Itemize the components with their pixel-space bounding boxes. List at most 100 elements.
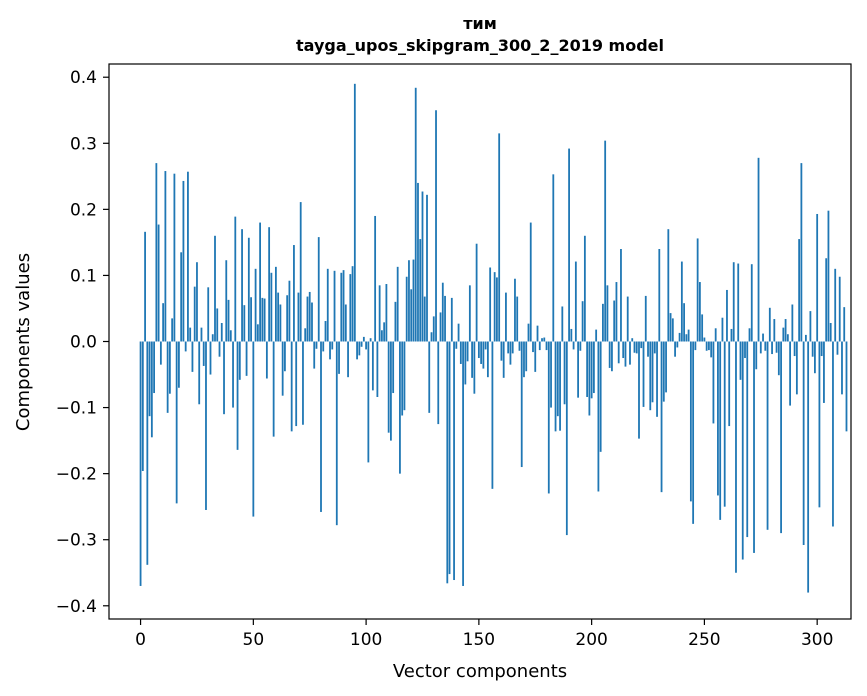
bar-271 bbox=[750, 264, 753, 342]
bar-237 bbox=[674, 341, 676, 357]
bar-65 bbox=[286, 295, 289, 342]
bar-232 bbox=[662, 341, 665, 402]
bar-118 bbox=[405, 276, 408, 342]
bar-183 bbox=[552, 174, 555, 342]
bar-205 bbox=[602, 303, 604, 342]
bar-149 bbox=[475, 243, 478, 342]
bar-124 bbox=[419, 239, 422, 342]
bar-148 bbox=[473, 341, 476, 394]
bar-177 bbox=[538, 341, 541, 351]
x-tick-label-300: 300 bbox=[801, 630, 833, 650]
bar-19 bbox=[182, 180, 185, 342]
bar-13 bbox=[168, 341, 171, 394]
bar-250 bbox=[703, 337, 706, 342]
bar-133 bbox=[439, 312, 442, 342]
bar-20 bbox=[184, 341, 187, 352]
bar-212 bbox=[617, 341, 620, 364]
bar-300 bbox=[816, 213, 819, 342]
bar-72 bbox=[302, 341, 304, 425]
bar-15 bbox=[173, 173, 176, 342]
bar-144 bbox=[464, 341, 467, 385]
bar-28 bbox=[202, 341, 205, 366]
bar-187 bbox=[561, 306, 564, 342]
bar-151 bbox=[480, 341, 483, 364]
y-tick-label-1: −0.3 bbox=[56, 531, 97, 551]
bar-146 bbox=[468, 285, 471, 342]
bar-89 bbox=[340, 272, 343, 342]
bar-196 bbox=[581, 301, 584, 342]
bar-312 bbox=[843, 307, 846, 342]
bar-56 bbox=[265, 341, 268, 379]
bar-259 bbox=[723, 341, 726, 507]
bar-107 bbox=[380, 330, 383, 342]
bar-244 bbox=[689, 341, 692, 502]
bar-304 bbox=[825, 258, 828, 342]
bar-157 bbox=[493, 272, 496, 342]
bar-156 bbox=[491, 341, 494, 489]
bar-298 bbox=[811, 341, 814, 357]
bar-38 bbox=[225, 260, 228, 342]
bar-238 bbox=[676, 341, 679, 348]
bar-37 bbox=[223, 341, 225, 415]
bar-180 bbox=[545, 341, 548, 351]
bar-257 bbox=[719, 341, 722, 520]
bar-311 bbox=[841, 341, 843, 395]
bar-265 bbox=[737, 263, 740, 342]
bar-210 bbox=[613, 300, 616, 342]
bar-307 bbox=[832, 341, 834, 527]
y-tick-label-0: −0.4 bbox=[56, 597, 97, 617]
bar-71 bbox=[299, 202, 302, 342]
bar-47 bbox=[245, 341, 248, 376]
bar-288 bbox=[789, 341, 791, 406]
bar-104 bbox=[374, 215, 377, 342]
bar-262 bbox=[730, 328, 733, 342]
bar-12 bbox=[166, 341, 169, 413]
bar-242 bbox=[685, 334, 688, 342]
bar-181 bbox=[547, 341, 550, 494]
bar-60 bbox=[274, 266, 277, 342]
bar-154 bbox=[486, 341, 489, 378]
bar-137 bbox=[448, 341, 451, 575]
bar-264 bbox=[735, 341, 737, 573]
bar-54 bbox=[261, 297, 264, 342]
bar-231 bbox=[660, 341, 663, 493]
bar-127 bbox=[426, 194, 428, 342]
bar-277 bbox=[764, 341, 767, 351]
y-tick-label-5: 0.1 bbox=[70, 266, 97, 286]
bar-204 bbox=[599, 341, 602, 452]
bar-2 bbox=[144, 231, 146, 342]
bar-123 bbox=[417, 182, 419, 342]
bar-152 bbox=[482, 341, 485, 369]
bar-236 bbox=[671, 318, 674, 342]
bar-32 bbox=[211, 334, 214, 342]
bar-69 bbox=[295, 341, 298, 427]
bar-91 bbox=[344, 304, 347, 342]
bar-175 bbox=[534, 341, 537, 372]
bar-223 bbox=[642, 341, 645, 407]
bar-132 bbox=[437, 341, 440, 425]
bar-229 bbox=[656, 341, 658, 417]
bar-110 bbox=[387, 341, 390, 433]
bar-76 bbox=[311, 302, 313, 342]
bar-185 bbox=[556, 341, 559, 417]
bar-1 bbox=[141, 341, 144, 471]
bar-198 bbox=[586, 341, 589, 397]
bar-202 bbox=[595, 329, 598, 342]
bar-160 bbox=[500, 341, 503, 361]
bar-297 bbox=[809, 311, 812, 342]
bar-31 bbox=[209, 341, 212, 375]
bar-272 bbox=[753, 341, 755, 553]
bar-138 bbox=[450, 297, 453, 342]
bar-48 bbox=[247, 237, 250, 342]
bar-308 bbox=[834, 268, 837, 342]
bar-26 bbox=[198, 341, 201, 405]
bar-126 bbox=[423, 296, 426, 342]
bar-155 bbox=[489, 267, 492, 342]
bar-224 bbox=[644, 295, 647, 342]
bar-285 bbox=[782, 327, 785, 342]
bar-299 bbox=[814, 341, 816, 374]
bar-49 bbox=[250, 297, 252, 342]
bar-174 bbox=[532, 341, 534, 353]
bar-141 bbox=[457, 323, 460, 342]
